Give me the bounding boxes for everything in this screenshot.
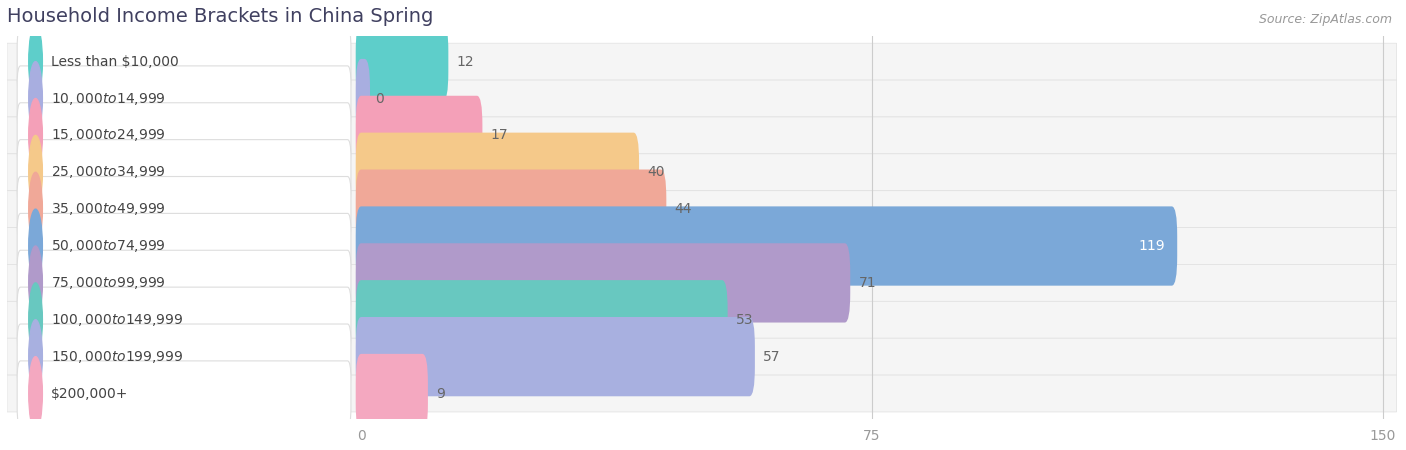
FancyBboxPatch shape <box>17 324 352 389</box>
Text: $75,000 to $99,999: $75,000 to $99,999 <box>51 275 166 291</box>
FancyBboxPatch shape <box>356 243 851 323</box>
Text: $10,000 to $14,999: $10,000 to $14,999 <box>51 90 166 107</box>
FancyBboxPatch shape <box>7 154 1396 191</box>
FancyBboxPatch shape <box>7 43 1396 80</box>
FancyBboxPatch shape <box>7 191 1396 228</box>
Text: $35,000 to $49,999: $35,000 to $49,999 <box>51 201 166 217</box>
FancyBboxPatch shape <box>356 59 370 138</box>
FancyBboxPatch shape <box>7 265 1396 302</box>
FancyBboxPatch shape <box>7 228 1396 265</box>
FancyBboxPatch shape <box>17 140 352 205</box>
FancyBboxPatch shape <box>356 317 755 396</box>
FancyBboxPatch shape <box>17 29 352 94</box>
Circle shape <box>28 209 42 283</box>
Circle shape <box>28 62 42 135</box>
FancyBboxPatch shape <box>17 287 352 352</box>
FancyBboxPatch shape <box>356 354 427 433</box>
Circle shape <box>28 25 42 99</box>
Circle shape <box>28 172 42 246</box>
Circle shape <box>28 283 42 357</box>
FancyBboxPatch shape <box>17 103 352 168</box>
Text: $15,000 to $24,999: $15,000 to $24,999 <box>51 127 166 144</box>
Text: $25,000 to $34,999: $25,000 to $34,999 <box>51 164 166 180</box>
FancyBboxPatch shape <box>7 117 1396 154</box>
Text: 40: 40 <box>647 165 665 179</box>
FancyBboxPatch shape <box>7 80 1396 117</box>
Circle shape <box>28 320 42 393</box>
Text: 17: 17 <box>491 128 508 142</box>
Text: 71: 71 <box>859 276 876 290</box>
Text: 0: 0 <box>375 91 384 105</box>
Text: $200,000+: $200,000+ <box>51 387 128 400</box>
Text: Household Income Brackets in China Spring: Household Income Brackets in China Sprin… <box>7 7 433 26</box>
Text: $150,000 to $199,999: $150,000 to $199,999 <box>51 349 184 364</box>
FancyBboxPatch shape <box>17 361 352 426</box>
FancyBboxPatch shape <box>356 133 640 212</box>
Circle shape <box>28 246 42 320</box>
FancyBboxPatch shape <box>356 280 728 360</box>
Circle shape <box>28 99 42 172</box>
FancyBboxPatch shape <box>7 338 1396 375</box>
Text: 9: 9 <box>436 387 444 400</box>
Circle shape <box>28 357 42 430</box>
Text: Source: ZipAtlas.com: Source: ZipAtlas.com <box>1258 14 1392 27</box>
FancyBboxPatch shape <box>17 213 352 279</box>
Text: 12: 12 <box>457 54 474 69</box>
FancyBboxPatch shape <box>7 302 1396 338</box>
Text: $100,000 to $149,999: $100,000 to $149,999 <box>51 312 184 328</box>
Circle shape <box>28 135 42 209</box>
FancyBboxPatch shape <box>356 170 666 249</box>
FancyBboxPatch shape <box>17 66 352 131</box>
FancyBboxPatch shape <box>356 207 1177 286</box>
FancyBboxPatch shape <box>356 22 449 101</box>
Text: 44: 44 <box>675 202 692 216</box>
FancyBboxPatch shape <box>17 250 352 315</box>
Text: 119: 119 <box>1139 239 1166 253</box>
Text: $50,000 to $74,999: $50,000 to $74,999 <box>51 238 166 254</box>
Text: Less than $10,000: Less than $10,000 <box>51 54 179 69</box>
FancyBboxPatch shape <box>17 176 352 242</box>
FancyBboxPatch shape <box>356 96 482 175</box>
Text: 53: 53 <box>735 313 754 327</box>
FancyBboxPatch shape <box>7 375 1396 412</box>
Text: 57: 57 <box>763 350 780 364</box>
